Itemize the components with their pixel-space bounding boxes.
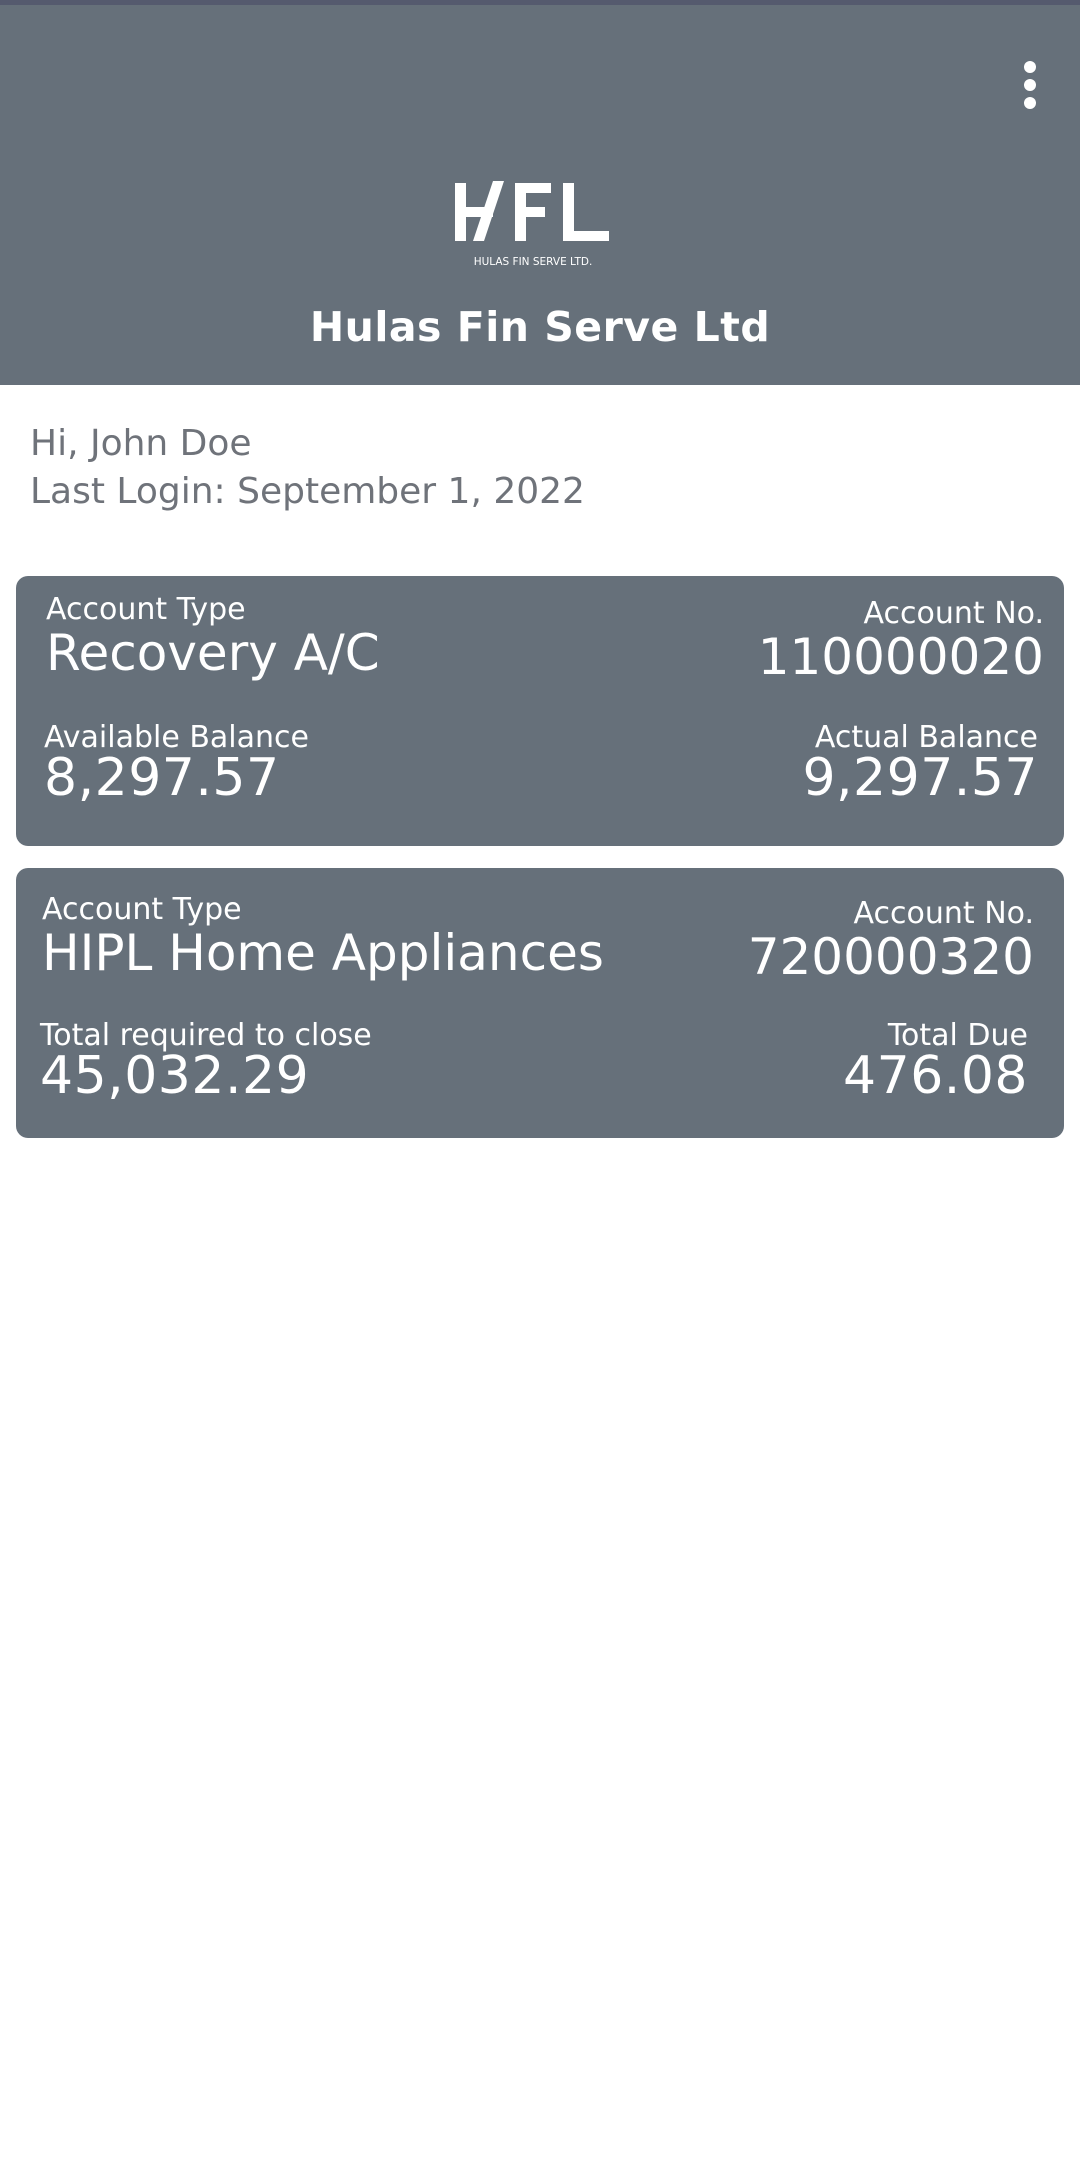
logo-subtext: HULAS FIN SERVE LTD. (474, 256, 593, 268)
actual-balance-value: 9,297.57 (802, 748, 1038, 808)
account-card[interactable]: Account Type HIPL Home Appliances Accoun… (16, 868, 1064, 1138)
account-type-value: Recovery A/C (46, 624, 380, 682)
more-vertical-icon-dot (1024, 79, 1036, 91)
available-balance-label: Available Balance (44, 720, 309, 755)
total-required-value: 45,032.29 (40, 1046, 310, 1106)
more-vertical-icon (1024, 61, 1036, 73)
account-number-label: Account No. (853, 896, 1034, 931)
total-required-label: Total required to close (40, 1018, 372, 1053)
account-type-value: HIPL Home Appliances (42, 924, 604, 982)
more-vertical-icon-dot (1024, 97, 1036, 109)
app-header: HULAS FIN SERVE LTD. Hulas Fin Serve Ltd (0, 5, 1080, 385)
account-type-label: Account Type (46, 592, 246, 627)
actual-balance-label: Actual Balance (814, 720, 1038, 755)
brand-name: Hulas Fin Serve Ltd (309, 303, 771, 351)
available-balance-value: 8,297.57 (44, 748, 280, 808)
hfl-logo: HULAS FIN SERVE LTD. (453, 177, 613, 273)
overflow-menu-button[interactable] (1006, 55, 1054, 115)
account-card[interactable]: Account Type Recovery A/C Account No. 11… (16, 576, 1064, 846)
greeting-hello: Hi, John Doe (30, 423, 252, 464)
account-number-value: 110000020 (757, 628, 1044, 686)
total-due-value: 476.08 (843, 1046, 1028, 1106)
account-number-value: 720000320 (747, 928, 1034, 986)
greeting-block: Hi, John Doe Last Login: September 1, 20… (30, 420, 585, 516)
account-number-label: Account No. (863, 596, 1044, 631)
account-type-label: Account Type (42, 892, 242, 927)
total-due-label: Total Due (887, 1018, 1028, 1053)
status-bar-line (0, 0, 1080, 5)
last-login: Last Login: September 1, 2022 (30, 471, 585, 512)
